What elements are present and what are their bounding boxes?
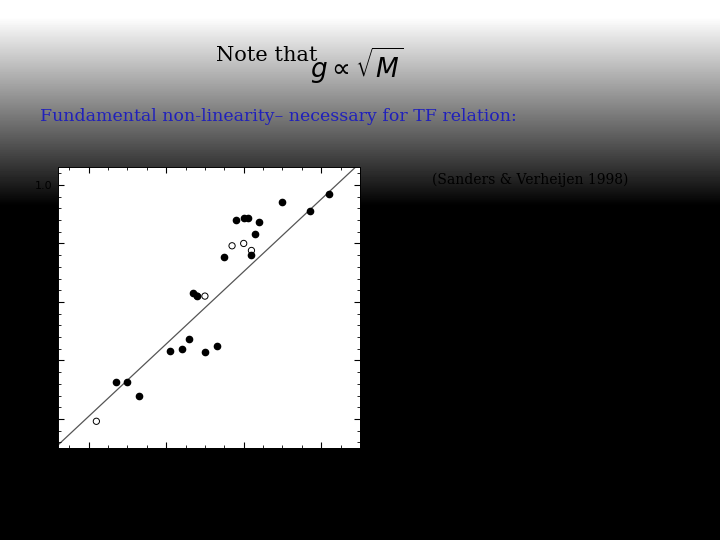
- Point: [238, 213, 249, 222]
- Point: [253, 218, 265, 227]
- Point: [176, 345, 187, 353]
- Point: [211, 342, 222, 351]
- Point: [230, 215, 242, 224]
- Text: Not a prediction– but
fitting intercept: Not a prediction– but fitting intercept: [432, 324, 611, 361]
- Point: [91, 417, 102, 426]
- Point: [323, 190, 335, 199]
- Point: [192, 292, 203, 300]
- X-axis label: $\log(V_{ro.})$: $\log(V_{ro.})$: [183, 469, 235, 485]
- Point: [226, 241, 238, 250]
- Y-axis label: $\log(L_{K'})$: $\log(L_{K'})$: [3, 285, 20, 330]
- Point: [219, 253, 230, 262]
- Text: Ursa Major spirals: Ursa Major spirals: [432, 243, 602, 261]
- Point: [192, 292, 203, 300]
- Point: [122, 377, 133, 386]
- Point: [187, 288, 199, 297]
- Text: $g \propto \sqrt{M}$: $g \propto \sqrt{M}$: [310, 46, 403, 86]
- Point: [133, 391, 145, 400]
- Point: [242, 213, 253, 222]
- Point: [199, 292, 211, 300]
- Point: [164, 347, 176, 355]
- Point: [304, 206, 315, 215]
- Text: Note that: Note that: [216, 46, 318, 65]
- Point: [250, 230, 261, 238]
- Point: [238, 239, 249, 248]
- Text: Fundamental non-linearity– necessary for TF relation:: Fundamental non-linearity– necessary for…: [40, 108, 516, 125]
- Point: [246, 251, 257, 259]
- Point: [110, 377, 122, 386]
- Text: $\Rightarrow a_o = 10^{-8}\, cm/s^2 \approx cH_0$: $\Rightarrow a_o = 10^{-8}\, cm/s^2 \app…: [396, 462, 611, 485]
- Text: (Sanders & Verheijen 1998): (Sanders & Verheijen 1998): [432, 173, 629, 187]
- Point: [199, 348, 211, 356]
- Point: [184, 335, 195, 343]
- Point: [246, 246, 257, 255]
- Point: [276, 198, 288, 207]
